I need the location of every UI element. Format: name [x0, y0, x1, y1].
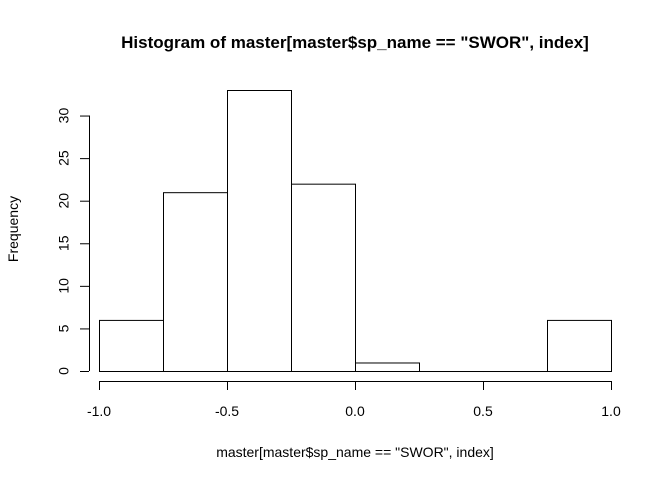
- y-axis: 0 5 10 15 20 25 30: [56, 108, 90, 375]
- y-tick-label: 15: [56, 235, 72, 251]
- x-tick-label: 0.5: [473, 403, 493, 419]
- histogram-bar: [227, 90, 292, 372]
- histogram-bar: [355, 362, 420, 373]
- y-tick-label: 30: [56, 108, 72, 124]
- bars-group: [99, 90, 612, 373]
- histogram-bar: [547, 319, 612, 372]
- x-axis-label: master[master$sp_name == "SWOR", index]: [216, 444, 494, 460]
- x-tick-label: -0.5: [215, 403, 239, 419]
- x-tick-label: 1.0: [601, 403, 621, 419]
- histogram-bar: [99, 319, 164, 372]
- x-tick-label: -1.0: [87, 403, 111, 419]
- y-axis-label: Frequency: [5, 196, 21, 262]
- x-tick-label: 0.0: [345, 403, 365, 419]
- histogram-bar: [291, 183, 356, 372]
- y-tick-label: 10: [56, 278, 72, 294]
- y-tick-label: 5: [56, 324, 72, 332]
- histogram-bar: [163, 192, 228, 372]
- chart-title: Histogram of master[master$sp_name == "S…: [121, 33, 589, 52]
- y-tick-label: 25: [56, 150, 72, 166]
- x-axis: -1.0 -0.5 0.0 0.5 1.0: [87, 381, 621, 419]
- y-tick-label: 20: [56, 193, 72, 209]
- y-tick-label: 0: [56, 367, 72, 375]
